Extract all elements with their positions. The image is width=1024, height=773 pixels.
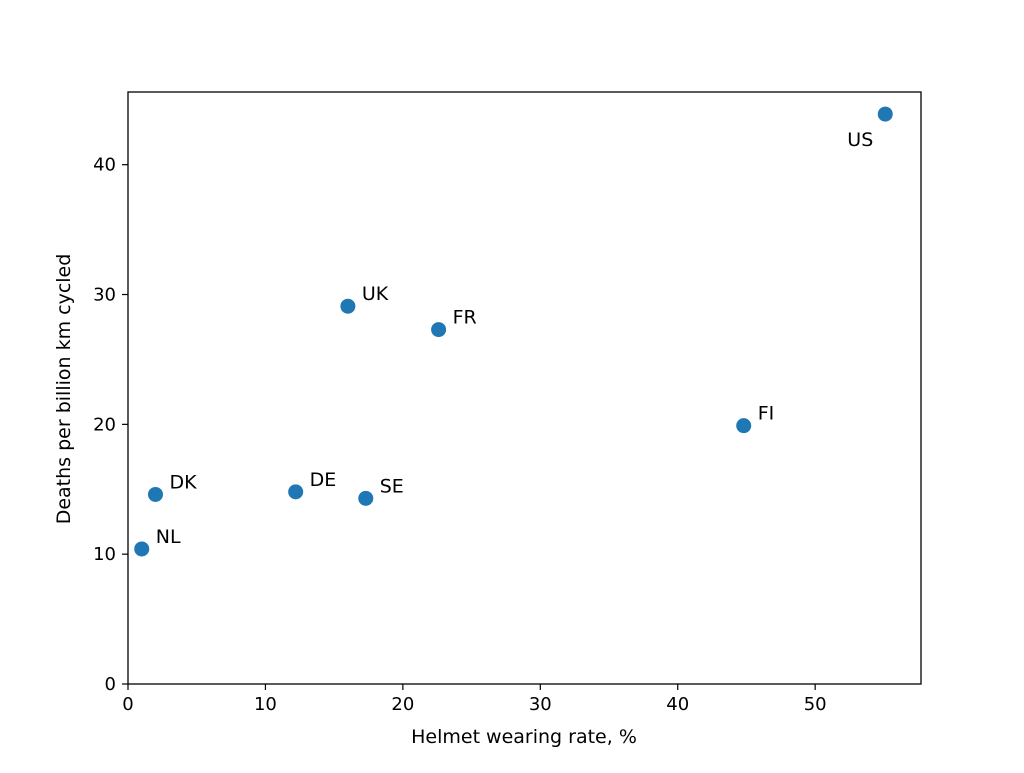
data-point [358,490,374,506]
y-tick-label: 40 [93,155,116,176]
data-point [147,486,163,502]
point-label: SE [380,475,404,497]
data-point [736,418,752,434]
y-tick-label: 20 [93,414,116,435]
x-tick-label: 50 [804,694,827,715]
point-label: FR [453,307,477,329]
data-point [877,106,893,122]
plot-frame [127,91,922,685]
point-label: DE [310,469,337,491]
point-label: DK [169,471,197,493]
data-point [288,484,304,500]
axes: 0 10 20 30 40 50 0 10 20 30 40 [93,91,922,715]
x-tick-label: 20 [391,694,414,715]
point-label: UK [362,283,389,305]
y-axis-label: Deaths per billion km cycled [53,254,75,525]
y-tick-label: 10 [93,544,116,565]
y-tick-label: 30 [93,285,116,306]
data-point [340,298,356,314]
data-point [134,541,150,557]
x-tick-label: 0 [122,694,133,715]
x-tick-label: 30 [529,694,552,715]
data-points [134,106,893,557]
point-label: NL [156,526,181,548]
data-point [431,322,447,338]
x-tick-label: 10 [254,694,277,715]
point-labels: NL DK DE SE UK FR FI US [156,129,874,548]
x-tick-label: 40 [666,694,689,715]
point-label: US [847,129,873,151]
y-tick-label: 0 [105,674,116,695]
x-axis-label: Helmet wearing rate, % [411,726,637,748]
point-label: FI [758,403,775,425]
